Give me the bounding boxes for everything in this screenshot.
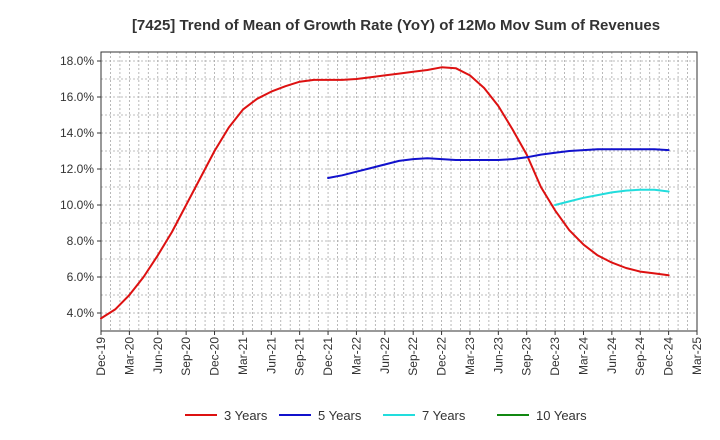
x-tick-label: Dec-19 [94,337,108,376]
series-line-5-years [327,148,670,179]
y-tick-label: 12.0% [60,162,94,176]
plot-frame [100,51,698,332]
y-tick-label: 10.0% [60,198,94,212]
x-tick-label: Sep-24 [633,337,647,376]
y-tick-label: 6.0% [67,270,95,284]
plot-area: 4.0% 6.0% 8.0% 10.0% 12.0% 14.0% 16.0% 18.0% Dec… [60,51,704,376]
y-tick-label: 14.0% [60,126,94,140]
x-tick-label: Jun-22 [378,337,392,374]
x-tick-label: Jun-20 [151,337,165,374]
x-tick-label: Jun-21 [264,337,278,374]
x-tick-label: Mar-22 [349,337,363,375]
x-tick-label: Sep-20 [179,337,193,376]
x-tick-label: Dec-22 [435,337,449,376]
x-tick-label: Mar-24 [576,337,590,375]
legend-label-5-years: 5 Years [318,408,362,423]
x-tick-label: Dec-21 [321,337,335,376]
y-tick-label: 18.0% [60,54,94,68]
legend: 3 Years 5 Years 7 Years 10 Years [185,408,587,423]
chart-title: [7425] Trend of Mean of Growth Rate (YoY… [132,17,660,34]
x-tick-label: Dec-20 [208,337,222,376]
x-tick-label: Mar-20 [122,337,136,375]
legend-label-7-years: 7 Years [422,408,466,423]
x-tick-label: Mar-21 [236,337,250,375]
x-tick-label: Sep-22 [406,337,420,376]
x-tick-label: Dec-23 [548,337,562,376]
x-tick-label: Mar-25 [690,337,704,375]
legend-label-3-years: 3 Years [224,408,268,423]
x-tick-label: Sep-21 [293,337,307,376]
x-tick-label: Jun-23 [491,337,505,374]
y-tick-label: 8.0% [67,234,95,248]
legend-label-10-years: 10 Years [536,408,587,423]
x-tick-label: Dec-24 [662,337,676,376]
series-line-3-years [100,66,670,320]
y-tick-label: 4.0% [67,306,95,320]
y-tick-label: 16.0% [60,90,94,104]
series-line-7-years [554,188,670,206]
x-tick-label: Mar-23 [463,337,477,375]
x-tick-label: Sep-23 [520,337,534,376]
x-tick-label: Jun-24 [605,337,619,374]
